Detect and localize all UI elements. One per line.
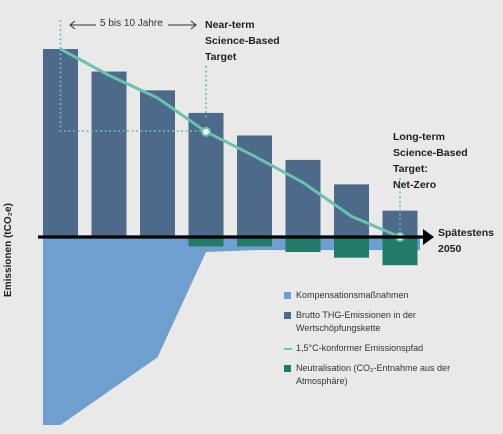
neutralisation-bar: [188, 237, 224, 247]
arrow-right-icon: [190, 20, 197, 30]
legend-swatch-pathway: [284, 348, 292, 350]
legend-label-gross: Brutto THG-Emissionen in der Wertschöpfu…: [296, 310, 416, 333]
neutralisation-bar: [334, 237, 369, 258]
long-term-target-label: Long-term Science-Based Target: Net-Zero: [393, 129, 503, 193]
near-term-line-2: Science-Based: [205, 35, 280, 47]
legend-swatch-compensation: [284, 292, 291, 299]
near-term-line-1: Near-term: [205, 19, 255, 31]
long-term-line-2: Science-Based Target:: [393, 147, 468, 175]
legend: Kompensationsmaßnahmen Brutto THG-Emissi…: [284, 289, 494, 395]
gross-bar: [140, 90, 175, 237]
target-guides: [59, 20, 401, 237]
x-axis-end-line-1: Spätestens: [438, 227, 495, 239]
x-axis-arrow-icon: [423, 229, 434, 245]
gross-bar: [285, 159, 321, 237]
period-label: 5 bis 10 Jahre: [100, 18, 163, 29]
pathway-line: [59, 47, 401, 239]
legend-swatch-neutralisation: [284, 365, 291, 372]
gross-bar: [334, 184, 369, 237]
legend-item-pathway: 1,5°C-konformer Emissionspfad: [284, 342, 494, 355]
long-term-line-1: Long-term: [393, 131, 445, 143]
legend-swatch-gross: [284, 312, 291, 319]
near-term-target-label: Near-term Science-Based Target: [205, 17, 280, 65]
legend-label-neutralisation: Neutralisation (CO₂-Entnahme aus der Atm…: [296, 363, 451, 386]
x-axis-end-label: Spätestens 2050: [438, 225, 494, 257]
x-axis: [38, 229, 434, 245]
gross-bar: [237, 135, 272, 237]
legend-item-compensation: Kompensationsmaßnahmen: [284, 289, 494, 302]
near-term-line-3: Target: [205, 51, 237, 63]
compensation-area: [43, 237, 420, 425]
legend-label-pathway: 1,5°C-konformer Emissionspfad: [296, 343, 424, 353]
y-axis-label: Emissionen (tCO₂e): [3, 203, 14, 297]
long-term-line-3: Net-Zero: [393, 179, 437, 191]
gross-bar: [43, 49, 78, 237]
legend-item-gross: Brutto THG-Emissionen in der Wertschöpfu…: [284, 309, 494, 335]
near-term-guide: [59, 49, 207, 132]
legend-item-neutralisation: Neutralisation (CO₂-Entnahme aus der Atm…: [284, 362, 494, 388]
neutralisation-bar: [285, 237, 321, 253]
target-marker-icon: [201, 126, 211, 137]
gross-bar: [91, 71, 127, 237]
arrow-left-icon: [69, 20, 76, 30]
neutralisation-bar: [237, 237, 272, 247]
x-axis-end-line-2: 2050: [438, 243, 462, 255]
legend-label-compensation: Kompensationsmaßnahmen: [296, 290, 409, 300]
period-arrows: [69, 20, 197, 30]
